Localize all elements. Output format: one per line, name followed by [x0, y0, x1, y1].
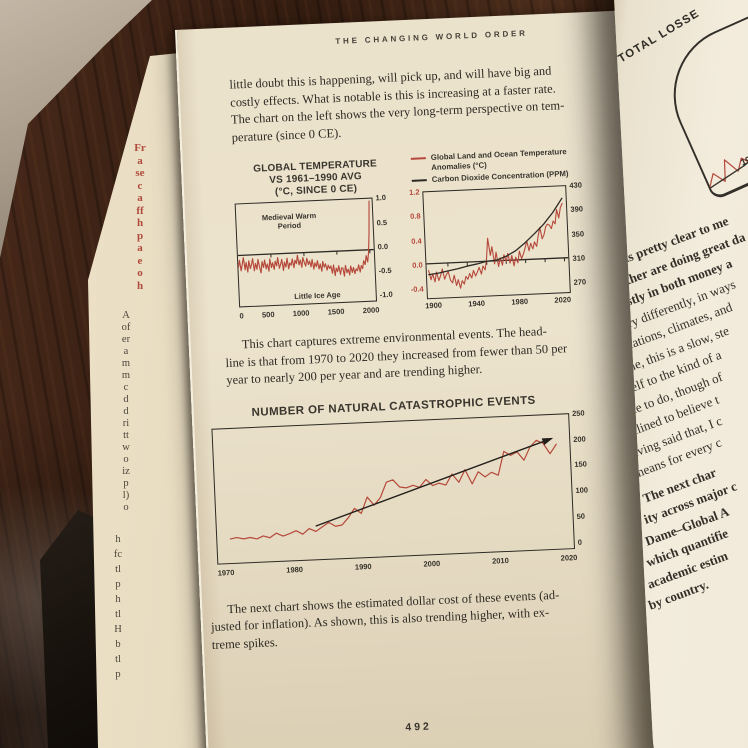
annotation-medieval-warm-period: Medieval Warm Period — [261, 210, 317, 231]
co2-y-axis-right: 430 390 350 310 270 — [569, 180, 587, 288]
page-number: 492 — [405, 720, 433, 734]
book-page-492: THE CHANGING WORLD ORDER little doubt th… — [175, 9, 684, 748]
chart-global-temperature: GLOBAL TEMPERATURE VS 1961–1990 AVG (°C,… — [233, 157, 404, 321]
chart-catastrophic-events: 250 200 150 100 50 0 — [211, 408, 672, 567]
paragraph-3: The next chart shows the estimated dolla… — [210, 587, 560, 652]
paragraph-2: This chart captures extreme environmenta… — [225, 324, 568, 388]
black-line-swatch-icon — [411, 179, 427, 183]
global-temperature-y-axis: 1.0 0.5 0.0 -0.5 -1.0 — [375, 193, 393, 300]
next-page-chart-fragment: TOTAL LOSSE Ann 1980 1990 — [613, 0, 748, 213]
book-page-next: TOTAL LOSSE Ann 1980 1990 It is pretty c… — [612, 0, 748, 748]
chart-legend: Global Land and Ocean Temperature Anomal… — [410, 146, 590, 186]
total-losses-plot-fragment: 1980 1990 — [651, 0, 748, 202]
red-line-swatch-icon — [410, 157, 426, 160]
catastrophic-events-y-axis: 250 200 150 100 50 0 — [571, 408, 589, 547]
running-header: THE CHANGING WORLD ORDER — [335, 28, 528, 47]
global-temperature-plot: Medieval Warm Period Little Ice Age — [234, 197, 378, 308]
paragraph-1: little doubt this is happening, will pic… — [229, 63, 565, 145]
page-edge-letters-red: Fr a se c a ff h p a e o h — [134, 142, 146, 292]
chart-anomalies-co2: Global Land and Ocean Temperature Anomal… — [405, 146, 596, 313]
catastrophic-events-plot — [211, 413, 576, 565]
anomalies-co2-plot — [422, 185, 572, 300]
charts-row: GLOBAL TEMPERATURE VS 1961–1990 AVG (°C,… — [233, 146, 599, 321]
